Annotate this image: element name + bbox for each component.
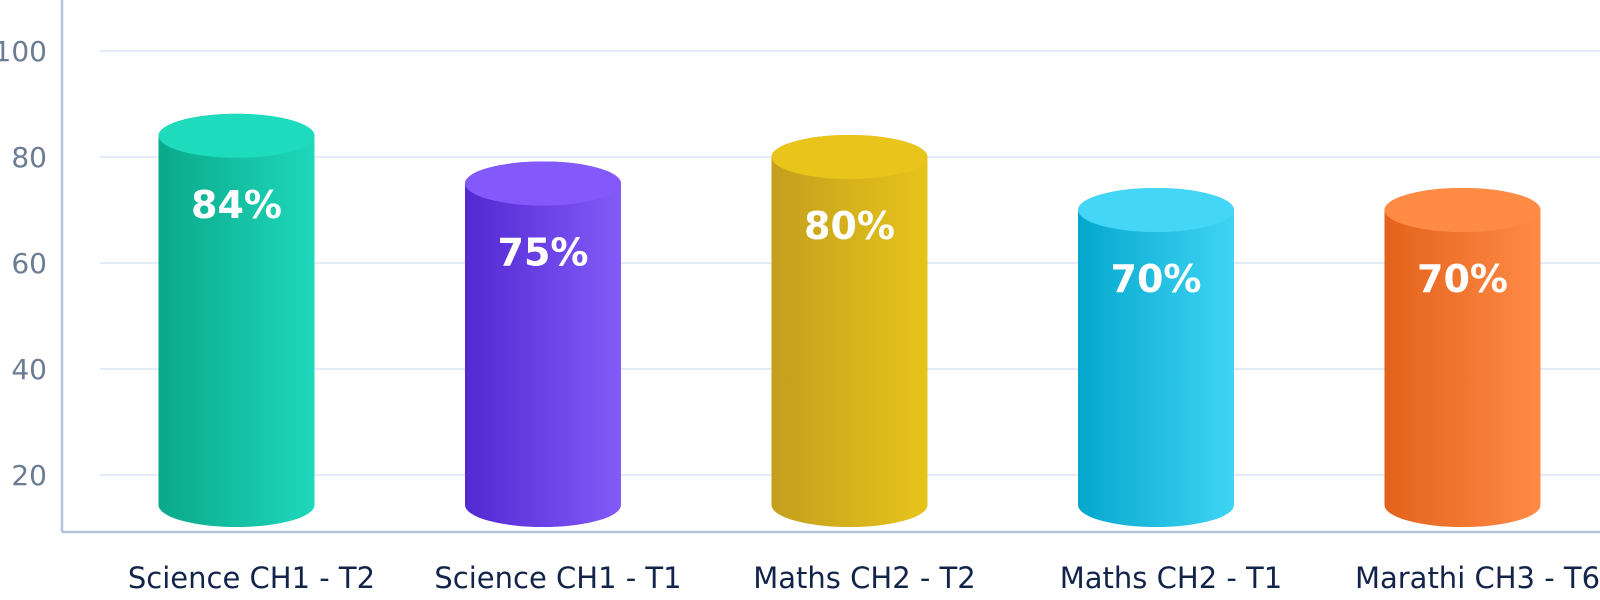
bars: 84% 75% 80% 70% 70% xyxy=(158,113,1541,528)
x-category-label: Marathi CH3 - T6 xyxy=(1355,561,1600,595)
y-tick-label: 100 xyxy=(0,35,47,68)
bar-body xyxy=(465,161,621,527)
bar-value-label: 70% xyxy=(1417,257,1508,301)
x-category-label: Maths CH2 - T2 xyxy=(753,561,975,595)
bar-body xyxy=(158,113,315,528)
category-labels: Science CH1 - T2 Science CH1 - T1 Maths CH… xyxy=(128,561,1600,595)
bar-1: 84% xyxy=(158,113,315,528)
y-tick-label: 20 xyxy=(11,459,47,492)
y-tick-label: 40 xyxy=(11,353,47,386)
x-category-label: Science CH1 - T1 xyxy=(434,561,681,595)
bar-5: 70% xyxy=(1384,188,1541,528)
bar-2: 75% xyxy=(465,161,621,527)
bar-value-label: 84% xyxy=(191,183,282,227)
bar-body xyxy=(1384,188,1541,528)
bar-top xyxy=(1078,188,1234,232)
y-tick-label: 80 xyxy=(11,141,47,174)
bar-4: 70% xyxy=(1078,188,1234,527)
bar-top xyxy=(1384,188,1541,232)
x-category-label: Maths CH2 - T1 xyxy=(1060,561,1282,595)
bar-top xyxy=(771,135,928,179)
bar-body xyxy=(1078,188,1234,527)
bar-top xyxy=(465,161,621,206)
bar-value-label: 80% xyxy=(804,204,895,248)
x-category-label: Science CH1 - T2 xyxy=(128,561,375,595)
bar-3: 80% xyxy=(771,135,928,527)
axes: 20 40 60 80 100 xyxy=(0,0,1600,534)
y-tick-label: 60 xyxy=(11,247,47,280)
bar-value-label: 70% xyxy=(1111,257,1202,301)
bar-value-label: 75% xyxy=(498,231,589,275)
bar-top xyxy=(158,113,315,158)
bar-body xyxy=(771,135,928,527)
